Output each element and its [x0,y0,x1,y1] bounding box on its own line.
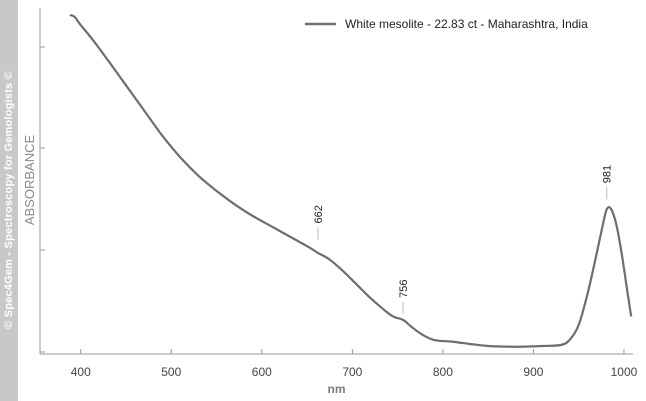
x-tick-label: 800 [433,365,453,379]
x-tick-label: 900 [523,365,543,379]
x-tick-label: 1000 [611,365,638,379]
watermark-sidebar: © Spec4Gem - Spectroscopy for Gemologist… [0,0,18,401]
series-layer [69,13,633,348]
chart-axes [39,8,633,355]
y-axis-ticks [40,46,45,353]
x-tick-label: 700 [342,365,362,379]
series-line-0 [69,13,633,348]
x-axis-ticks: 400 500 600 700 800 900 1000 [71,349,638,379]
y-axis-label: ABSORBANCE [22,135,37,226]
legend: White mesolite - 22.83 ct - Maharashtra,… [305,17,588,31]
x-axis-label: nm [328,382,346,396]
peak-label: 662 [313,205,325,223]
x-tick-label: 400 [71,365,91,379]
peak-label: 981 [602,165,614,183]
x-tick-label: 600 [252,365,272,379]
x-tick-label: 500 [161,365,181,379]
peak-label: 756 [398,279,410,297]
legend-label: White mesolite - 22.83 ct - Maharashtra,… [345,17,588,31]
peak-annotations: 662 756 981 [313,165,614,314]
